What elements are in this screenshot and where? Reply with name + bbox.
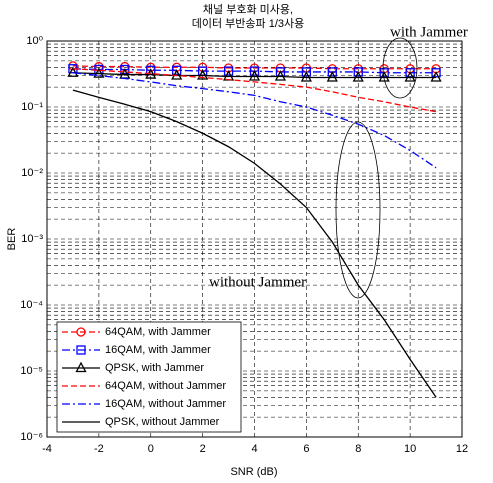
marker: [197, 69, 209, 80]
y-tick-label: 10⁰: [26, 35, 43, 47]
y-tick-label: 10⁻⁵: [20, 365, 43, 377]
annotation-ellipse: [335, 121, 381, 299]
x-tick-label: 12: [456, 443, 468, 455]
y-axis-label: BER: [6, 228, 18, 251]
series-line: [72, 68, 437, 113]
legend-label: 16QAM, without Jammer: [105, 398, 226, 410]
x-tick-label: -4: [42, 443, 52, 455]
y-tick-label: 10⁻¹: [21, 101, 43, 113]
marker: [274, 70, 287, 81]
y-tick-label: 10⁻⁴: [20, 299, 43, 311]
x-tick-label: -2: [94, 443, 104, 455]
chart-title: 데이터 부반송파 1/3사용: [192, 17, 304, 30]
marker: [404, 71, 416, 82]
marker: [93, 67, 105, 78]
marker: [353, 67, 363, 77]
x-axis-label: SNR (dB): [230, 466, 277, 478]
marker: [76, 327, 86, 337]
x-tick-label: 10: [404, 443, 416, 455]
marker: [378, 71, 390, 82]
chart-title: 채널 부호화 미사용,: [203, 3, 293, 16]
marker: [172, 65, 182, 75]
annotation: with Jammer: [390, 24, 468, 40]
x-tick-label: 8: [355, 443, 361, 455]
series-line: [72, 65, 437, 70]
x-tick-label: 0: [148, 443, 154, 455]
annotation: without Jammer: [209, 274, 306, 290]
series-line: [72, 89, 437, 398]
x-tick-label: 6: [303, 443, 309, 455]
marker: [431, 68, 441, 78]
series-line: [72, 72, 437, 169]
legend-label: 16QAM, with Jammer: [105, 344, 211, 356]
marker: [405, 68, 415, 78]
marker: [379, 68, 389, 78]
marker: [120, 64, 130, 75]
x-tick-label: 2: [200, 443, 206, 455]
legend-label: 64QAM, without Jammer: [105, 380, 226, 392]
marker: [75, 361, 87, 373]
marker: [76, 345, 86, 355]
y-tick-label: 10⁻⁶: [20, 431, 43, 443]
marker: [248, 70, 261, 81]
marker: [430, 71, 442, 82]
y-tick-label: 10⁻³: [21, 233, 43, 245]
annotation-ellipse: [382, 37, 418, 99]
marker: [326, 71, 338, 82]
marker: [327, 67, 337, 77]
marker: [352, 71, 364, 82]
marker: [67, 66, 79, 77]
legend-label: QPSK, with Jammer: [105, 362, 204, 374]
marker: [249, 66, 260, 76]
marker: [300, 71, 312, 82]
marker: [223, 66, 234, 76]
legend-box: [56, 321, 242, 433]
x-tick-label: 4: [251, 443, 257, 455]
legend-label: 64QAM, with Jammer: [105, 326, 211, 338]
y-tick-label: 10⁻²: [21, 167, 43, 179]
legend-label: QPSK, without Jammer: [105, 416, 220, 428]
plot-frame: [46, 40, 463, 438]
series-line: [72, 72, 437, 79]
marker: [301, 67, 312, 77]
